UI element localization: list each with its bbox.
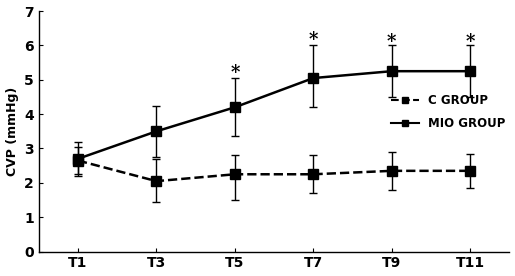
Y-axis label: CVP (mmHg): CVP (mmHg): [6, 87, 19, 176]
Text: *: *: [230, 64, 239, 82]
Text: *: *: [466, 33, 475, 51]
Text: *: *: [308, 31, 318, 49]
Legend: C GROUP, MIO GROUP: C GROUP, MIO GROUP: [388, 91, 509, 133]
Text: *: *: [387, 33, 397, 51]
